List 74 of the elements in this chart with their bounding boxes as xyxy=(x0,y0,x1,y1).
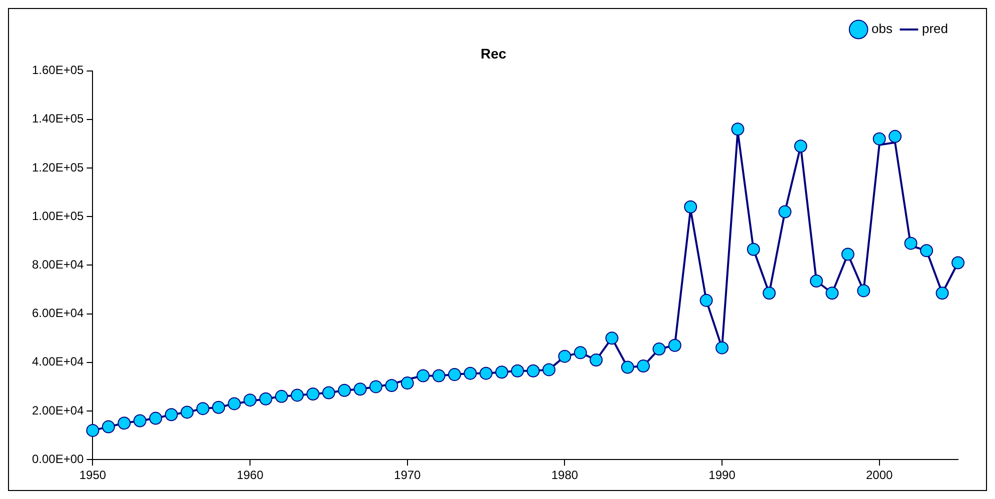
point xyxy=(306,387,320,400)
point xyxy=(180,406,194,419)
y-tick-label: 0.00E+00 xyxy=(32,452,84,466)
point xyxy=(385,378,398,392)
point xyxy=(228,397,241,410)
point xyxy=(857,284,870,298)
point xyxy=(700,294,713,307)
point xyxy=(354,382,367,396)
point xyxy=(636,360,650,373)
chart-title: Rec xyxy=(480,45,507,62)
point xyxy=(888,130,902,143)
point xyxy=(952,256,964,270)
point xyxy=(149,412,162,425)
point xyxy=(196,402,210,416)
point xyxy=(259,392,272,406)
point xyxy=(290,388,304,402)
point xyxy=(621,360,634,374)
point xyxy=(652,342,666,356)
y-tick-label: 8.00E+04 xyxy=(32,258,84,272)
y-tick-label: 1.20E+05 xyxy=(32,160,84,174)
point xyxy=(542,363,556,376)
point xyxy=(574,346,587,360)
point xyxy=(731,122,744,136)
point xyxy=(826,286,839,300)
x-tick-label: 2000 xyxy=(866,468,894,482)
point xyxy=(716,341,729,354)
x-tick-label: 1970 xyxy=(394,468,422,482)
point xyxy=(778,205,792,218)
point xyxy=(684,200,698,214)
point xyxy=(526,364,540,378)
point xyxy=(464,366,477,380)
point xyxy=(338,384,351,397)
x-tick-label: 1990 xyxy=(708,468,736,482)
point xyxy=(432,369,446,382)
point xyxy=(810,274,823,288)
x-tick-label: 1960 xyxy=(236,468,264,482)
point xyxy=(794,140,808,153)
y-tick-label: 1.60E+05 xyxy=(32,63,84,78)
point xyxy=(448,368,462,382)
point xyxy=(841,248,854,261)
point xyxy=(904,236,918,250)
legend-label: obs xyxy=(872,21,893,36)
point xyxy=(936,286,949,300)
point xyxy=(133,414,146,428)
x-tick-label: 1950 xyxy=(79,468,106,482)
x-tick-label: 1980 xyxy=(551,468,578,482)
point xyxy=(118,416,131,430)
legend-label: pred xyxy=(922,21,948,36)
point xyxy=(322,386,336,400)
point xyxy=(920,244,934,258)
point xyxy=(495,366,508,379)
y-tick-label: 6.00E+04 xyxy=(32,306,84,320)
point xyxy=(86,424,100,437)
point xyxy=(212,400,226,414)
y-tick-label: 1.00E+05 xyxy=(32,208,84,223)
point xyxy=(480,366,493,380)
point xyxy=(102,420,115,434)
point xyxy=(416,369,430,382)
point xyxy=(244,394,257,407)
point xyxy=(400,376,414,390)
point xyxy=(164,408,178,422)
point xyxy=(746,242,760,256)
point xyxy=(668,338,682,352)
point xyxy=(605,332,618,345)
point xyxy=(762,286,776,300)
y-tick-label: 2.00E+04 xyxy=(32,403,84,418)
point xyxy=(872,132,886,146)
point xyxy=(590,353,603,366)
point xyxy=(510,364,524,378)
point xyxy=(558,350,572,363)
point xyxy=(369,380,382,394)
y-tick-label: 1.40E+05 xyxy=(32,112,84,126)
point xyxy=(275,390,288,403)
y-tick-label: 4.00E+04 xyxy=(32,354,84,369)
